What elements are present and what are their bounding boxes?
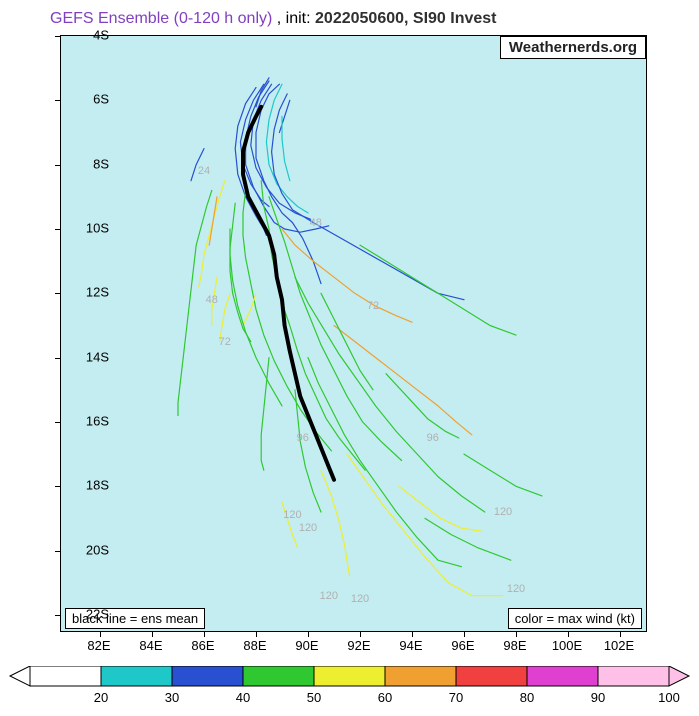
svg-text:60: 60 — [378, 690, 392, 705]
x-tick-label: 88E — [243, 638, 266, 653]
x-tick-label: 102E — [604, 638, 634, 653]
title-model: GEFS Ensemble — [50, 10, 169, 27]
y-tick-label: 18S — [69, 478, 109, 493]
x-tick-label: 96E — [451, 638, 474, 653]
x-tick-label: 98E — [503, 638, 526, 653]
svg-text:20: 20 — [94, 690, 108, 705]
chart-container: GEFS Ensemble (0-120 h only) , init: 202… — [0, 0, 699, 716]
svg-text:90: 90 — [591, 690, 605, 705]
x-tick-label: 86E — [191, 638, 214, 653]
y-tick-label: 12S — [69, 285, 109, 300]
y-tick-label: 22S — [69, 606, 109, 621]
svg-text:50: 50 — [307, 690, 321, 705]
title-init-time: 2022050600, SI90 Invest — [315, 10, 496, 27]
y-tick-label: 6S — [69, 92, 109, 107]
y-tick-label: 14S — [69, 349, 109, 364]
y-tick-label: 16S — [69, 413, 109, 428]
svg-text:40: 40 — [236, 690, 250, 705]
title-range: (0-120 h only) — [174, 10, 273, 27]
svg-text:30: 30 — [165, 690, 179, 705]
x-tick-label: 84E — [139, 638, 162, 653]
plot-area: Weathernerds.org 24484872729696120120120… — [60, 35, 647, 632]
y-tick-label: 10S — [69, 220, 109, 235]
tracks-svg — [61, 36, 646, 631]
chart-title: GEFS Ensemble (0-120 h only) , init: 202… — [50, 10, 497, 28]
y-tick-label: 8S — [69, 156, 109, 171]
x-tick-label: 92E — [347, 638, 370, 653]
svg-text:100: 100 — [658, 690, 680, 705]
x-tick-label: 90E — [295, 638, 318, 653]
svg-text:80: 80 — [520, 690, 534, 705]
x-tick-label: 100E — [552, 638, 582, 653]
y-tick-label: 20S — [69, 542, 109, 557]
legend-right: color = max wind (kt) — [508, 608, 642, 629]
colorbar: 20 30 40 50 60 70 80 90 100 — [0, 666, 699, 711]
title-init-label: , init: — [277, 10, 311, 27]
colorbar-svg: 20 30 40 50 60 70 80 90 100 — [0, 666, 699, 711]
x-tick-label: 82E — [87, 638, 110, 653]
x-tick-label: 94E — [399, 638, 422, 653]
y-tick-label: 4S — [69, 28, 109, 43]
svg-text:70: 70 — [449, 690, 463, 705]
